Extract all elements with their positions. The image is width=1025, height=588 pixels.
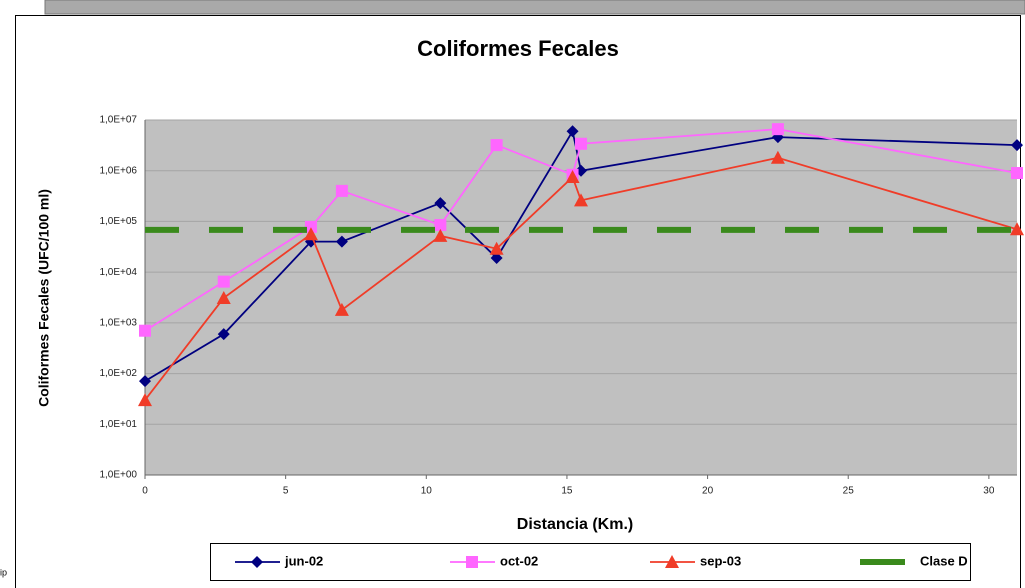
marker (335, 235, 348, 248)
plot-area (145, 120, 1017, 475)
marker (335, 184, 348, 197)
marker (217, 275, 230, 288)
legend-marker (466, 556, 478, 568)
marker (574, 193, 588, 207)
y-tick-label: 1,0E+00 (99, 470, 137, 481)
marker (334, 302, 349, 316)
marker (575, 137, 587, 150)
marker (490, 139, 503, 152)
y-tick-label: 1,0E+07 (99, 115, 137, 126)
marker (139, 324, 151, 337)
y-axis-label: Coliformes Fecales (UFC/100 ml) (36, 189, 52, 407)
marker (304, 220, 317, 233)
y-tick-label: 1,0E+01 (99, 419, 137, 430)
legend-label: sep-03 (700, 553, 741, 568)
marker (1011, 167, 1023, 180)
marker (217, 328, 230, 341)
marker (1011, 139, 1023, 152)
y-tick-label: 1,0E+04 (99, 267, 137, 278)
x-tick-label: 0 (142, 486, 148, 497)
marker (566, 125, 579, 138)
y-tick-label: 1,0E+03 (99, 317, 137, 328)
x-tick-label: 30 (983, 486, 995, 497)
marker (1010, 222, 1024, 236)
series-line (144, 156, 1018, 401)
marker (565, 170, 580, 184)
legend-box (210, 543, 971, 581)
marker (771, 123, 784, 136)
x-tick-label: 20 (702, 486, 714, 497)
x-axis-label: Distancia (Km.) (517, 516, 633, 533)
legend-label: oct-02 (500, 553, 538, 568)
marker (139, 375, 151, 388)
marker (433, 228, 448, 242)
legend-label: jun-02 (284, 553, 323, 568)
marker (303, 227, 318, 241)
legend-label: Clase D (920, 553, 968, 568)
marker (489, 241, 504, 255)
y-tick-label: 1,0E+05 (99, 216, 137, 227)
x-tick-label: 15 (561, 486, 573, 497)
legend-marker (665, 555, 679, 568)
side-note: ip (0, 567, 7, 577)
x-tick-label: 5 (283, 486, 289, 497)
marker (434, 219, 447, 232)
marker (138, 393, 152, 407)
x-tick-label: 25 (843, 486, 855, 497)
marker (434, 197, 447, 210)
series-line (144, 128, 1018, 332)
marker (770, 150, 785, 164)
window-bar (44, 0, 1025, 15)
marker (490, 252, 503, 265)
marker (216, 290, 231, 304)
legend-marker (251, 556, 263, 568)
y-tick-label: 1,0E+06 (99, 165, 137, 176)
x-tick-label: 10 (421, 486, 433, 497)
chart-title: Coliformes Fecales (417, 36, 619, 61)
y-tick-label: 1,0E+02 (99, 368, 137, 379)
